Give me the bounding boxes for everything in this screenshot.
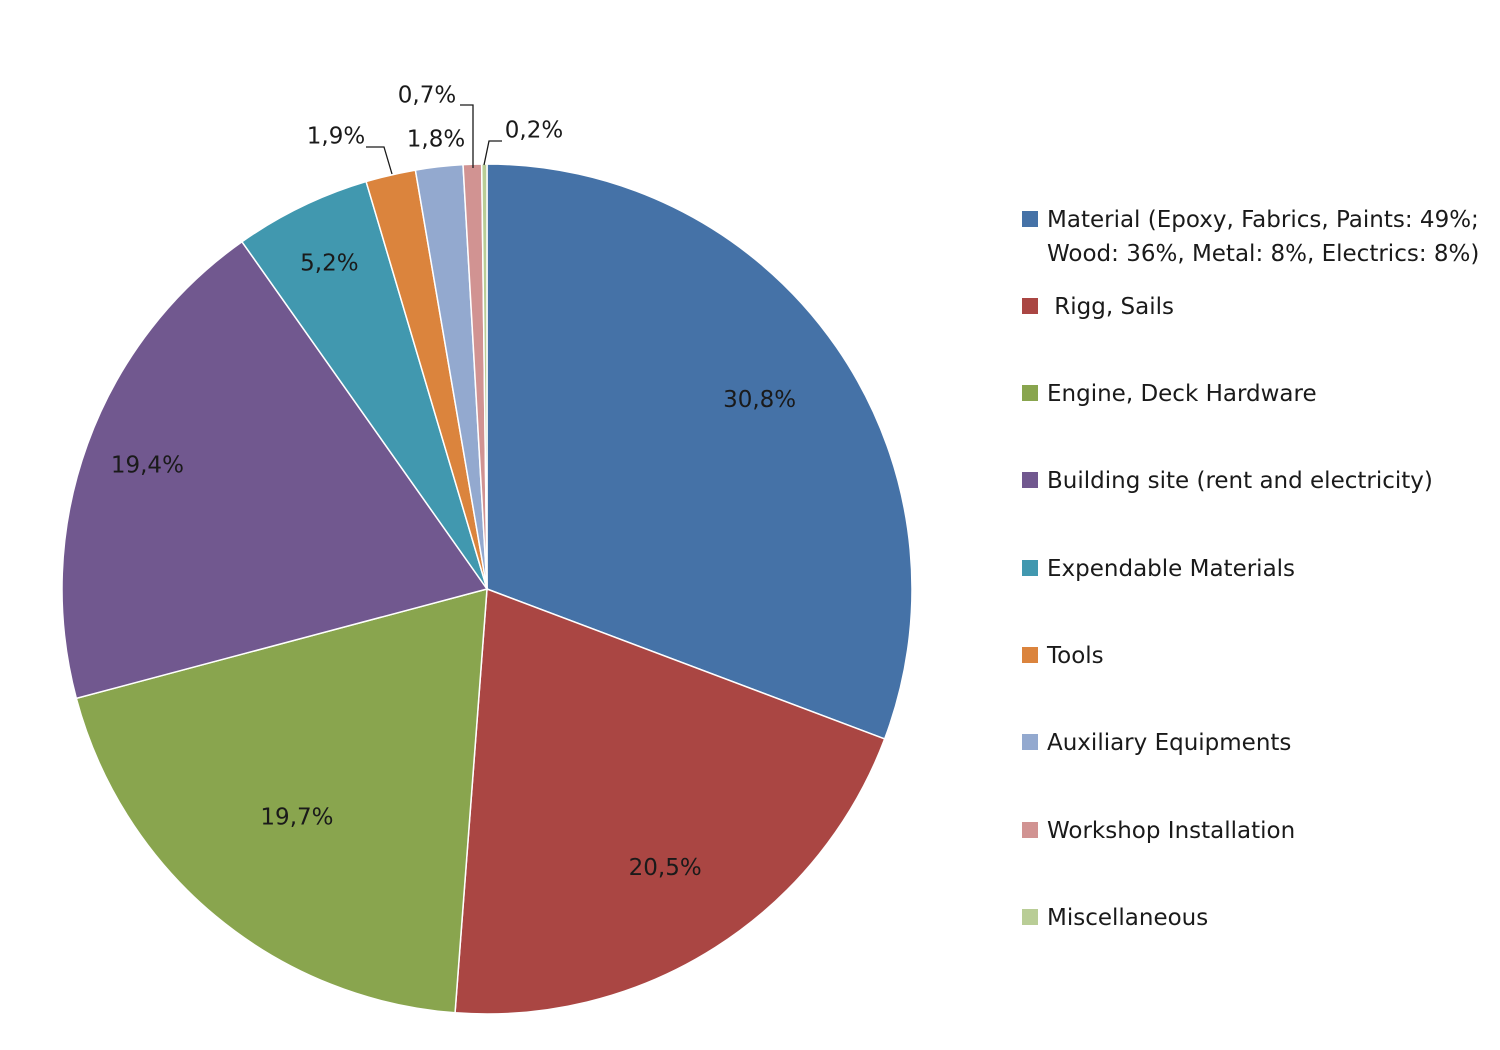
pie-slice — [454, 587, 886, 1015]
legend: Material (Epoxy, Fabrics, Paints: 49%; W… — [1022, 0, 1500, 1050]
legend-item: Building site (rent and electricity) — [1022, 464, 1433, 498]
legend-item: Rigg, Sails — [1022, 290, 1174, 324]
legend-label: Tools — [1047, 643, 1104, 669]
data-label: 19,7% — [260, 804, 333, 830]
legend-swatch — [1022, 734, 1038, 750]
legend-item: Workshop Installation — [1022, 814, 1295, 848]
data-label: 20,5% — [629, 855, 702, 881]
leader-line — [483, 140, 502, 166]
legend-label: Expendable Materials — [1047, 556, 1296, 582]
leader-line — [366, 146, 393, 175]
legend-label: Auxiliary Equipments — [1047, 730, 1292, 756]
pie-slices — [61, 163, 913, 1015]
data-label: 19,4% — [111, 452, 184, 478]
data-label: 1,9% — [307, 124, 365, 150]
legend-swatch — [1022, 909, 1038, 925]
pie-slice — [486, 163, 913, 740]
legend-item: Tools — [1022, 639, 1104, 673]
data-label: 0,7% — [398, 83, 456, 109]
legend-item: Engine, Deck Hardware — [1022, 377, 1317, 411]
data-labels: 30,8% 20,5% 19,7% 19,4% 5,2% 1,9% 1,8% 0,7% 0,2% — [111, 83, 796, 882]
legend-label: Miscellaneous — [1047, 905, 1209, 931]
legend-swatch — [1022, 472, 1038, 488]
data-label: 1,8% — [407, 127, 465, 153]
legend-item: Expendable Materials — [1022, 552, 1295, 586]
data-label: 0,2% — [505, 118, 563, 144]
legend-swatch — [1022, 211, 1038, 227]
legend-swatch — [1022, 647, 1038, 663]
legend-swatch — [1022, 560, 1038, 576]
legend-label: Material (Epoxy, Fabrics, Paints: 49%; W… — [1047, 207, 1480, 267]
pie-slice — [61, 240, 489, 700]
legend-item: Auxiliary Equipments — [1022, 726, 1291, 760]
leader-line — [460, 104, 474, 168]
pie-slice — [75, 588, 488, 1014]
leader-lines — [366, 104, 502, 175]
legend-item: Material (Epoxy, Fabrics, Paints: 49%; W… — [1022, 203, 1479, 271]
legend-label: Building site (rent and electricity) — [1047, 468, 1433, 494]
data-label: 30,8% — [723, 387, 796, 413]
legend-item: Miscellaneous — [1022, 901, 1208, 935]
legend-swatch — [1022, 298, 1038, 314]
pie-chart: 30,8% 20,5% 19,7% 19,4% 5,2% 1,9% 1,8% 0,7% 0,2% — [61, 83, 913, 1015]
legend-swatch — [1022, 385, 1038, 401]
legend-label: Engine, Deck Hardware — [1047, 381, 1317, 407]
data-label: 5,2% — [300, 250, 358, 276]
legend-swatch — [1022, 822, 1038, 838]
legend-label: Rigg, Sails — [1047, 294, 1174, 320]
pie-slice — [240, 180, 488, 590]
legend-label: Workshop Installation — [1047, 818, 1296, 844]
